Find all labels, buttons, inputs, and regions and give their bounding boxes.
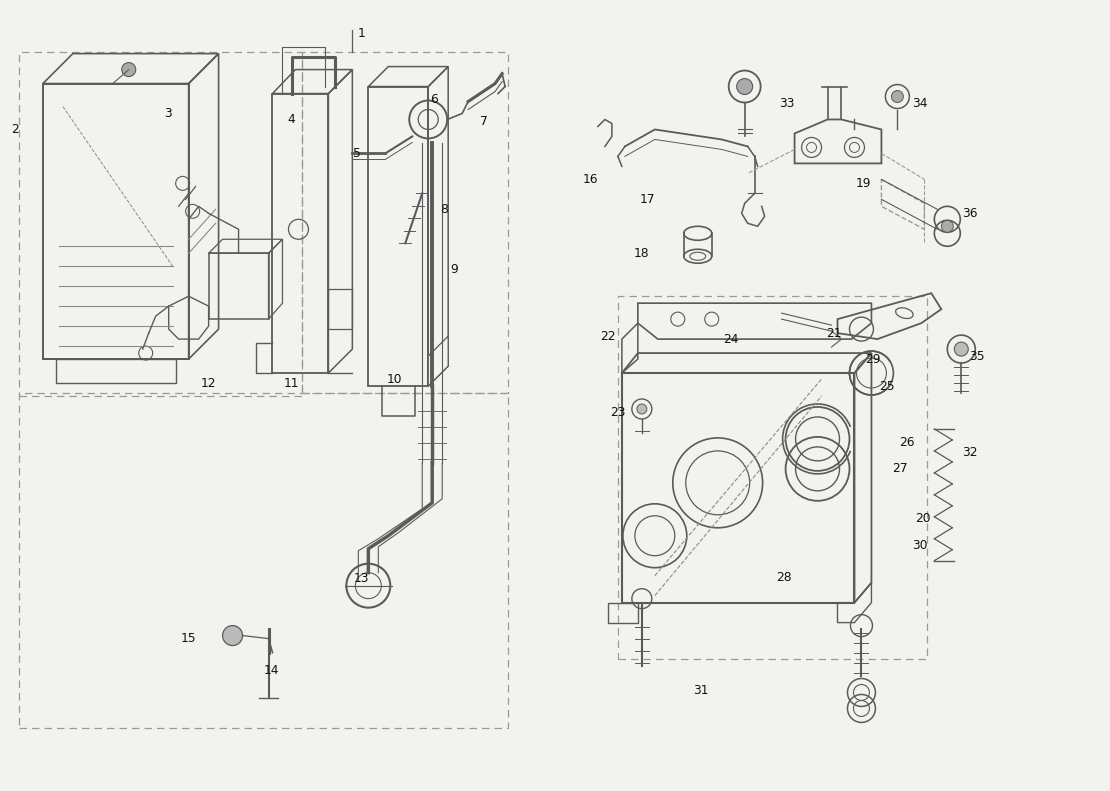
Text: 14: 14 [263,664,279,677]
Text: 15: 15 [181,632,196,645]
Circle shape [891,90,904,103]
Text: 28: 28 [777,571,793,585]
Text: 25: 25 [879,380,895,392]
Text: 32: 32 [962,446,978,460]
Text: 17: 17 [639,193,655,206]
Circle shape [637,404,647,414]
Text: 26: 26 [899,437,915,449]
Text: 33: 33 [779,97,795,110]
Text: 20: 20 [916,513,931,525]
Text: 16: 16 [583,173,598,186]
Text: 2: 2 [11,123,19,136]
Text: 22: 22 [599,330,615,343]
Circle shape [849,142,859,153]
Text: 23: 23 [609,407,625,419]
Text: 12: 12 [201,377,216,389]
Circle shape [122,62,135,77]
Text: 31: 31 [693,684,708,697]
Text: 34: 34 [912,97,928,110]
Text: 5: 5 [353,147,361,160]
Text: 30: 30 [912,539,928,552]
Text: 21: 21 [827,327,842,339]
Text: 11: 11 [283,377,299,389]
Text: 35: 35 [969,350,985,362]
Text: 8: 8 [441,202,448,216]
Text: 36: 36 [962,206,978,220]
Text: 19: 19 [856,177,871,190]
Text: 27: 27 [892,463,908,475]
Polygon shape [428,336,448,386]
Circle shape [737,78,753,95]
Text: 29: 29 [866,353,881,365]
Circle shape [955,342,968,356]
Text: 18: 18 [634,247,649,259]
Text: 4: 4 [287,113,295,126]
Circle shape [807,142,817,153]
Text: 13: 13 [353,572,369,585]
Text: 9: 9 [451,263,458,276]
Text: 7: 7 [481,115,488,128]
Text: 10: 10 [386,373,402,385]
Text: 24: 24 [723,332,738,346]
Text: 3: 3 [163,107,171,120]
Text: 1: 1 [357,27,365,40]
Circle shape [223,626,243,645]
Circle shape [941,221,953,233]
Text: 6: 6 [431,93,438,106]
